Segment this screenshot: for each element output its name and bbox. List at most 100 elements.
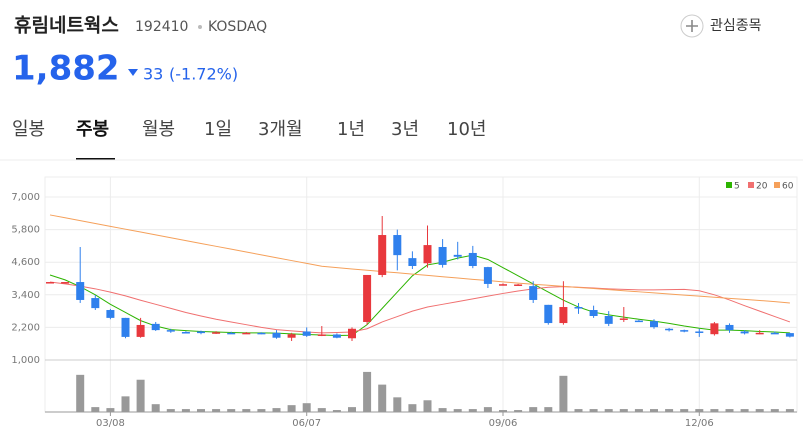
chart: 1,000 2,200 3,400 4,600 5,800 7,000 03/08 06/07… — [11, 176, 798, 429]
candle-body — [378, 235, 387, 275]
candle-body — [514, 284, 523, 286]
volume-bar — [529, 407, 538, 412]
candle-body — [181, 332, 190, 334]
tab[interactable]: 일봉 — [12, 119, 45, 140]
stock-name: 휴림네트웍스 — [14, 15, 119, 37]
candle-body — [785, 333, 794, 337]
candle-body — [710, 323, 719, 335]
legend-swatch — [774, 182, 780, 188]
watch-plus — [686, 20, 698, 32]
volume-bar — [257, 409, 266, 412]
candle-body — [544, 304, 553, 324]
volume-bar — [755, 409, 764, 412]
volume-bar — [76, 374, 85, 412]
candle-body — [634, 320, 643, 323]
volume-bar — [197, 409, 205, 412]
volume-bar — [483, 407, 492, 412]
tab[interactable]: 주봉 — [76, 119, 109, 140]
price: 1,882 — [12, 49, 120, 89]
tab[interactable]: 10년 — [447, 119, 486, 140]
change: 33 — [143, 65, 163, 84]
volume-bar — [499, 410, 507, 412]
candle-body — [332, 334, 341, 338]
y-tick-label: 1,000 — [11, 355, 40, 366]
volume-bar — [272, 408, 281, 412]
candle-body — [151, 323, 160, 331]
x-tick-label: 03/08 — [96, 418, 125, 429]
volume-bar — [227, 409, 236, 412]
volume-bar — [363, 371, 372, 412]
volume-bar — [770, 409, 779, 412]
watch-icon[interactable] — [680, 14, 704, 38]
volume-bar — [544, 407, 553, 412]
candle-body — [197, 331, 205, 334]
volume-bar — [408, 404, 417, 412]
volume-bar — [348, 407, 356, 412]
volume-bar — [680, 409, 689, 412]
legend-swatch — [748, 182, 754, 188]
y-tick-label: 3,400 — [11, 290, 40, 301]
volume-bar — [574, 409, 583, 412]
y-tick-label: 4,600 — [11, 257, 40, 268]
candle-body — [483, 267, 492, 284]
candle-body — [363, 274, 372, 322]
candle-body — [604, 315, 613, 324]
candle-body — [76, 282, 85, 300]
candle-body — [559, 307, 568, 324]
volume-bar — [665, 409, 674, 412]
volume-bar — [181, 409, 190, 412]
volume-bar — [619, 409, 628, 412]
volume-bar — [91, 407, 100, 412]
change-pct: (-1.72%) — [169, 65, 238, 84]
candle-body — [91, 298, 100, 309]
candle-body — [680, 330, 689, 332]
candle-body — [650, 321, 658, 328]
candle-body — [499, 284, 507, 286]
y-tick-label: 2,200 — [11, 322, 40, 333]
volume-bar — [393, 397, 402, 412]
candle-body — [136, 324, 145, 337]
watch-button[interactable]: 관심종목 — [710, 18, 762, 34]
volume-bar — [212, 409, 221, 412]
y-tick-label: 7,000 — [11, 192, 40, 203]
tab[interactable]: 월봉 — [142, 119, 175, 140]
x-tick-label: 09/06 — [489, 418, 518, 429]
volume-bar — [740, 409, 749, 412]
volume-bar — [634, 409, 643, 412]
stock-code: 192410 — [135, 19, 188, 35]
candle-body — [106, 310, 115, 318]
candle-body — [61, 282, 70, 284]
down-arrow — [128, 69, 138, 76]
volume-bar — [378, 384, 387, 412]
volume-bar — [136, 379, 145, 412]
tab[interactable]: 1일 — [204, 119, 232, 140]
volume-bar — [589, 409, 598, 412]
candle-body — [529, 286, 538, 300]
volume-bar — [650, 409, 658, 412]
candle-body — [438, 246, 447, 265]
candle-body — [272, 332, 281, 338]
candle-body — [212, 332, 221, 334]
ma-line — [49, 214, 790, 304]
volume-bar — [242, 409, 251, 412]
candle-body — [423, 245, 432, 264]
candle-body — [46, 282, 54, 284]
volume-bar — [559, 375, 568, 412]
candle-body — [665, 328, 674, 331]
volume-bar — [317, 408, 326, 412]
volume-bar — [438, 408, 447, 412]
candle-body — [257, 332, 266, 335]
tab[interactable]: 3년 — [391, 119, 419, 140]
tab[interactable]: 3개월 — [258, 119, 303, 140]
x-tick-label: 06/07 — [292, 418, 321, 429]
separator-dot — [198, 25, 202, 29]
candle-body — [695, 331, 704, 333]
legend-swatch — [726, 182, 732, 188]
tab[interactable]: 1년 — [337, 119, 365, 140]
x-tick-label: 12/06 — [685, 418, 714, 429]
candle-body — [166, 330, 175, 332]
candle-body — [302, 331, 311, 336]
candle-body — [287, 334, 296, 338]
